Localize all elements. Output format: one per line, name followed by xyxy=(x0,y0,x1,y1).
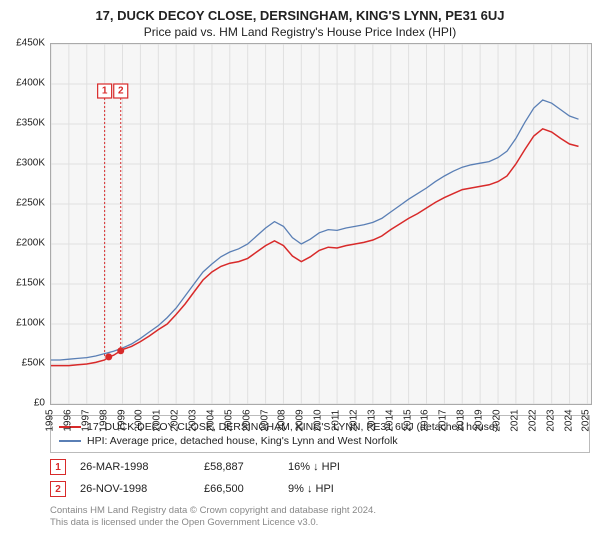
y-tick-label: £450K xyxy=(7,38,45,49)
x-tick-label: 2002 xyxy=(170,409,181,431)
y-tick-label: £50K xyxy=(7,358,45,369)
y-tick-label: £350K xyxy=(7,118,45,129)
x-tick-label: 2025 xyxy=(581,409,592,431)
x-tick-label: 1996 xyxy=(62,409,73,431)
events-table: 1 26-MAR-1998 £58,887 16% ↓ HPI 2 26-NOV-1998… xyxy=(50,459,590,497)
event-row: 1 26-MAR-1998 £58,887 16% ↓ HPI xyxy=(50,459,590,475)
footer-attribution: Contains HM Land Registry data © Crown c… xyxy=(50,505,590,530)
x-tick-label: 2001 xyxy=(152,409,163,431)
legend-item: HPI: Average price, detached house, King… xyxy=(59,434,581,448)
event-price: £66,500 xyxy=(204,483,274,495)
x-tick-label: 2022 xyxy=(527,409,538,431)
y-tick-label: £150K xyxy=(7,278,45,289)
x-tick-label: 2019 xyxy=(474,409,485,431)
y-tick-label: £200K xyxy=(7,238,45,249)
x-tick-label: 2016 xyxy=(420,409,431,431)
y-tick-label: £250K xyxy=(7,198,45,209)
x-tick-label: 2009 xyxy=(295,409,306,431)
x-tick-label: 2008 xyxy=(277,409,288,431)
x-tick-label: 2000 xyxy=(134,409,145,431)
x-tick-label: 1999 xyxy=(116,409,127,431)
chart-title: 17, DUCK DECOY CLOSE, DERSINGHAM, KING'S… xyxy=(10,8,590,23)
event-price: £58,887 xyxy=(204,461,274,473)
x-tick-label: 2007 xyxy=(259,409,270,431)
y-tick-label: £400K xyxy=(7,78,45,89)
event-comparison: 16% ↓ HPI xyxy=(288,461,378,473)
x-tick-label: 2014 xyxy=(384,409,395,431)
x-tick-label: 2020 xyxy=(492,409,503,431)
x-tick-label: 2004 xyxy=(205,409,216,431)
legend-swatch xyxy=(59,440,81,442)
event-marker-box: 2 xyxy=(50,481,66,497)
x-tick-label: 2018 xyxy=(456,409,467,431)
y-tick-label: £300K xyxy=(7,158,45,169)
x-tick-label: 2010 xyxy=(313,409,324,431)
chart-subtitle: Price paid vs. HM Land Registry's House … xyxy=(10,25,590,39)
x-tick-label: 2003 xyxy=(188,409,199,431)
x-tick-label: 1995 xyxy=(45,409,56,431)
svg-text:2: 2 xyxy=(118,86,124,97)
x-tick-label: 1997 xyxy=(80,409,91,431)
event-marker-box: 1 xyxy=(50,459,66,475)
x-tick-label: 2015 xyxy=(402,409,413,431)
y-tick-label: £100K xyxy=(7,318,45,329)
y-tick-label: £0 xyxy=(7,398,45,409)
svg-text:1: 1 xyxy=(102,86,108,97)
x-tick-label: 2017 xyxy=(438,409,449,431)
footer-line: Contains HM Land Registry data © Crown c… xyxy=(50,505,590,517)
x-tick-label: 2023 xyxy=(545,409,556,431)
chart-container: 17, DUCK DECOY CLOSE, DERSINGHAM, KING'S… xyxy=(0,0,600,560)
legend-label: HPI: Average price, detached house, King… xyxy=(87,435,398,447)
x-tick-label: 2006 xyxy=(241,409,252,431)
x-tick-label: 2013 xyxy=(366,409,377,431)
x-tick-label: 2021 xyxy=(509,409,520,431)
x-tick-label: 2012 xyxy=(348,409,359,431)
x-tick-label: 2005 xyxy=(223,409,234,431)
event-comparison: 9% ↓ HPI xyxy=(288,483,378,495)
plot-area: 12 xyxy=(50,43,592,405)
x-tick-label: 2011 xyxy=(331,410,342,432)
event-row: 2 26-NOV-1998 £66,500 9% ↓ HPI xyxy=(50,481,590,497)
footer-line: This data is licensed under the Open Gov… xyxy=(50,517,590,529)
x-tick-label: 1998 xyxy=(98,409,109,431)
event-date: 26-NOV-1998 xyxy=(80,483,190,495)
event-date: 26-MAR-1998 xyxy=(80,461,190,473)
x-tick-label: 2024 xyxy=(563,409,574,431)
plot-svg: 12 xyxy=(51,44,591,404)
